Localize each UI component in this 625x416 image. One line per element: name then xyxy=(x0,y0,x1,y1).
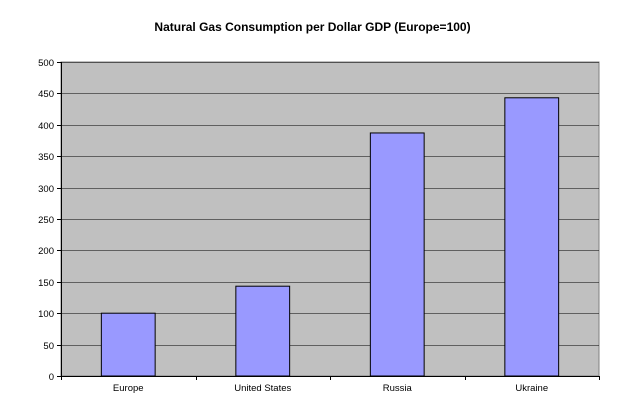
y-tick-label: 350 xyxy=(38,152,54,163)
x-tick-label: Russia xyxy=(383,383,413,394)
y-tick-label: 250 xyxy=(38,215,54,226)
y-tick-label: 500 xyxy=(38,58,54,69)
y-tick-label: 300 xyxy=(38,184,54,195)
x-tick-label: Europe xyxy=(113,383,144,394)
y-tick-label: 200 xyxy=(38,246,54,257)
y-tick-label: 50 xyxy=(43,341,54,352)
bar-united-states xyxy=(235,285,291,377)
y-axis-ticks: 0 50 100 150 200 250 300 350 400 450 500 xyxy=(38,58,61,383)
y-tick-label: 450 xyxy=(38,89,54,100)
x-tick-label: Ukraine xyxy=(515,383,548,394)
chart-title: Natural Gas Consumption per Dollar GDP (… xyxy=(154,20,471,34)
bar-russia xyxy=(369,132,425,377)
x-axis-ticks: Europe United States Russia Ukraine xyxy=(61,376,600,394)
x-tick-label: United States xyxy=(234,383,291,394)
y-tick-label: 0 xyxy=(49,372,54,383)
bar-ukraine xyxy=(504,97,560,377)
y-tick-label: 150 xyxy=(38,278,54,289)
bar-europe xyxy=(100,312,156,377)
y-tick-label: 100 xyxy=(38,309,54,320)
bars xyxy=(100,97,560,377)
y-tick-label: 400 xyxy=(38,121,54,132)
